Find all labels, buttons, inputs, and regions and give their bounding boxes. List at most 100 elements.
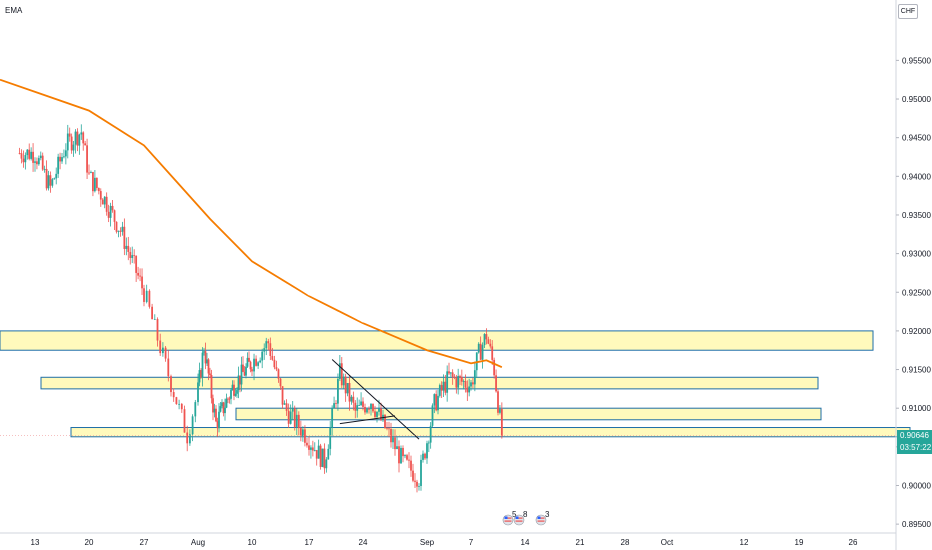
candle-body: [455, 377, 458, 388]
price-axis[interactable]: 0.95500 0.95000 0.94500 0.94000 0.93500 0.930…: [895, 0, 931, 550]
candle-body: [109, 205, 112, 218]
candle-body: [248, 357, 250, 362]
candle-body: [76, 131, 79, 146]
candle-body: [451, 372, 454, 377]
candle-body: [271, 356, 274, 360]
candle-body: [222, 402, 225, 414]
candle-body: [78, 134, 81, 146]
candle-body: [453, 376, 456, 378]
candle-body: [315, 450, 318, 459]
candle-body: [422, 453, 424, 460]
candle-body: [489, 343, 492, 347]
candle-body: [400, 447, 402, 464]
event-count: 8: [523, 510, 528, 519]
candle-body: [70, 136, 73, 151]
countdown-tag: 03:57:22: [897, 441, 932, 454]
candle-body: [283, 403, 286, 405]
candle-body: [398, 446, 400, 464]
candle-body: [342, 376, 345, 386]
candle-body: [175, 397, 178, 405]
candle-body: [366, 408, 368, 413]
zone-rect[interactable]: [0, 330, 874, 351]
candle-body: [462, 380, 465, 382]
time-tick-label: Sep: [420, 538, 435, 547]
candle-body: [433, 394, 436, 406]
candle-body: [304, 429, 306, 443]
us-flag-icon[interactable]: 3: [535, 510, 550, 526]
candle-body: [203, 351, 205, 353]
trendline[interactable]: [331, 359, 420, 440]
price-tick-label: 0.95500: [902, 56, 931, 65]
candle-body: [427, 442, 430, 444]
candle-body: [37, 158, 40, 165]
candle-body: [497, 391, 499, 413]
candle-body: [245, 366, 247, 376]
candle-body: [178, 403, 180, 405]
indicator-legend[interactable]: EMA: [5, 6, 23, 15]
ema-line[interactable]: [0, 78, 503, 369]
candle-body: [261, 351, 264, 361]
time-tick-label: 10: [248, 538, 257, 547]
candle-body: [216, 421, 219, 429]
candle-body: [251, 369, 253, 372]
candle-body: [440, 385, 443, 391]
candle-body: [215, 408, 217, 422]
candle-body: [82, 132, 85, 144]
candle-body: [464, 380, 467, 388]
candle-body: [337, 378, 339, 404]
time-tick-label: 24: [359, 538, 368, 547]
zone-rect[interactable]: [40, 376, 819, 390]
us-flag-icon[interactable]: 8: [513, 510, 528, 526]
candle-body: [93, 177, 96, 192]
candle-body: [308, 445, 310, 450]
candle-body: [32, 151, 34, 163]
candle-body: [170, 376, 172, 393]
ema-layer: [0, 78, 503, 369]
zone-rect[interactable]: [235, 407, 822, 421]
candle-body: [119, 230, 122, 232]
candle-body: [24, 155, 27, 163]
candle-body: [396, 446, 398, 450]
price-tick-label: 0.94500: [902, 134, 931, 143]
time-axis[interactable]: 13 20 27 Aug 10 17 24 Sep 7 14 21 28 Oct 12 19 26: [0, 532, 896, 547]
candle-body: [321, 448, 324, 467]
price-tick-label: 0.93500: [902, 211, 931, 220]
time-tick-label: 7: [469, 538, 474, 547]
time-tick-label: 26: [849, 538, 858, 547]
currency-badge[interactable]: CHF: [898, 4, 918, 19]
candle-body: [348, 382, 351, 402]
candle-body: [310, 447, 312, 450]
candle-body: [360, 401, 362, 406]
candle-body: [125, 245, 128, 249]
trendline[interactable]: [339, 415, 396, 425]
candle-body: [63, 156, 65, 158]
candle-body: [113, 210, 116, 222]
candle-body: [257, 362, 260, 366]
zone-rect[interactable]: [70, 427, 911, 438]
candle-body: [207, 359, 210, 374]
candle-body: [127, 245, 130, 252]
candle-body: [344, 376, 347, 394]
time-tick-label: 17: [305, 538, 314, 547]
candle-body: [372, 403, 374, 412]
candle-body: [159, 340, 162, 354]
candle-body: [145, 290, 148, 302]
candle-body: [221, 402, 223, 407]
candle-body: [201, 352, 204, 378]
event-count: 3: [545, 510, 550, 519]
candle-body: [279, 378, 282, 387]
candle-body: [435, 394, 438, 411]
candle-body: [354, 402, 357, 411]
candle-body: [236, 390, 238, 394]
candle-body: [97, 188, 100, 192]
candle-body: [172, 392, 175, 398]
time-tick-label: 20: [85, 538, 94, 547]
candle-body: [331, 408, 334, 428]
candle-body: [352, 396, 355, 403]
price-tick-label: 0.91000: [902, 404, 931, 413]
us-flag-icon[interactable]: 5: [502, 510, 517, 526]
candle-body: [297, 414, 300, 429]
candle-body: [237, 375, 240, 391]
candle-body: [246, 357, 249, 367]
